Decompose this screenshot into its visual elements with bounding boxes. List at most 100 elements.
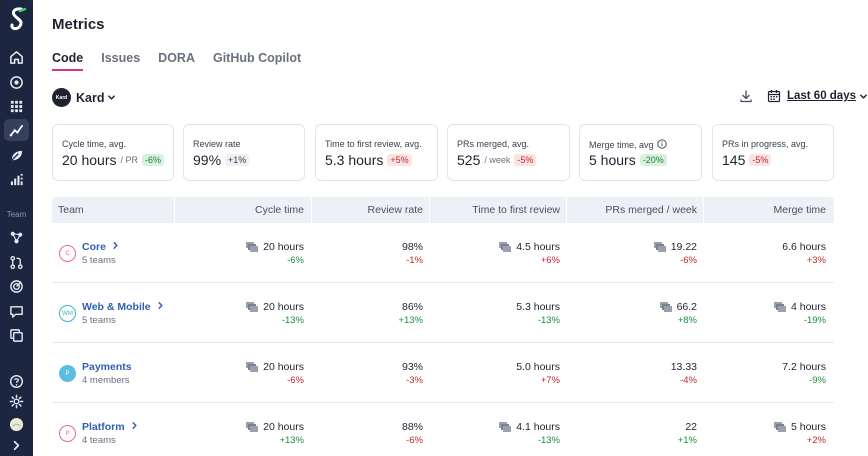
merge-delta: -19% (803, 315, 826, 326)
tab-bar: Code Issues DORA GitHub Copilot (52, 51, 319, 71)
column-header-time-to-first-review[interactable]: Time to first review (472, 204, 560, 216)
cycle-delta: -13% (281, 315, 304, 326)
chevron-right-icon[interactable] (130, 421, 139, 430)
chevron-down-icon[interactable] (859, 92, 868, 101)
first-value: 4.5 hours (516, 241, 560, 253)
merged-value: 13.33 (670, 361, 697, 373)
cycle-value: 20 hours (263, 361, 304, 373)
column-header-merge-time[interactable]: Merge time (773, 204, 826, 216)
metric-label: Cycle time, avg. (62, 139, 127, 149)
help-icon[interactable] (8, 373, 25, 390)
team-subtitle: 4 teams (82, 435, 116, 446)
team-name-link[interactable]: Web & Mobile (82, 301, 151, 313)
merge-delta: -9% (809, 375, 826, 386)
grid-icon[interactable] (8, 98, 25, 115)
team-avatar: WM (59, 305, 76, 322)
cycle-value: 20 hours (263, 241, 304, 253)
metric-label: PRs merged, avg. (457, 139, 530, 149)
metric-unit: / week (484, 155, 511, 165)
download-icon[interactable] (739, 89, 753, 103)
info-icon[interactable] (656, 139, 667, 149)
review-value: 93% (401, 361, 423, 373)
bar-chart-icon[interactable] (8, 171, 25, 188)
pull-requests-icon[interactable] (246, 302, 259, 312)
tab-dora[interactable]: DORA (158, 51, 195, 65)
metric-card[interactable]: Time to first review, avg. 5.3 hours +5% (315, 124, 438, 181)
metric-card[interactable]: Merge time, avg 5 hours -20% (579, 124, 702, 181)
metric-label: Review rate (193, 139, 241, 149)
team-name-link[interactable]: Payments (82, 361, 132, 373)
metric-card[interactable]: PRs merged, avg. 525 / week -5% (447, 124, 570, 181)
merged-value: 19.22 (670, 241, 697, 253)
leaf-icon[interactable] (8, 147, 25, 164)
chevron-right-icon[interactable] (156, 301, 165, 310)
metric-delta: -6% (142, 154, 165, 166)
target-icon[interactable] (8, 74, 25, 91)
pull-requests-icon[interactable] (773, 302, 786, 312)
chart-line-icon[interactable] (8, 122, 25, 139)
page-title: Metrics (52, 16, 105, 33)
toolbar-right: Last 60 days (739, 89, 868, 103)
tab-github-copilot[interactable]: GitHub Copilot (212, 51, 302, 65)
first-delta: +6% (540, 255, 560, 266)
metric-card[interactable]: PRs in progress, avg. 145 -5% (712, 124, 834, 181)
team-name-link[interactable]: Platform (82, 421, 125, 433)
pull-requests-icon[interactable] (499, 242, 512, 252)
column-header-cycle-time[interactable]: Cycle time (254, 204, 304, 216)
review-value: 88% (401, 421, 423, 433)
metric-delta: +5% (387, 154, 412, 166)
org-selector[interactable]: Kard Kard (52, 88, 116, 107)
table-row[interactable]: P Platform 4 teams 20 hours +13% 88% -6% 4.1 ho… (52, 403, 834, 456)
chevron-right-icon[interactable] (111, 241, 120, 250)
review-value: 98% (401, 241, 423, 253)
metric-value: 5 hours (589, 152, 636, 168)
merge-value: 5 hours (790, 421, 826, 433)
first-value: 5.3 hours (516, 301, 560, 313)
column-header-review-rate[interactable]: Review rate (367, 204, 423, 216)
pull-requests-icon[interactable] (499, 422, 512, 432)
pull-requests-icon[interactable] (246, 242, 259, 252)
merge-value: 4 hours (790, 301, 826, 313)
metric-card[interactable]: Cycle time, avg. 20 hours / PR -6% (52, 124, 174, 181)
column-header-team[interactable]: Team (58, 204, 84, 216)
avatar-icon[interactable] (8, 416, 25, 433)
review-delta: -3% (406, 375, 423, 386)
git-pull-request-icon[interactable] (8, 254, 25, 271)
tab-code[interactable]: Code (52, 51, 84, 71)
pull-requests-icon[interactable] (246, 422, 259, 432)
column-header-prs-merged[interactable]: PRs merged / week (605, 204, 697, 216)
cycle-delta: -6% (287, 375, 304, 386)
teams-table: Team Cycle time Review rate Time to firs… (52, 197, 834, 456)
home-icon[interactable] (8, 49, 25, 66)
table-row[interactable]: P Payments 4 members 20 hours -6% 93% -3% 5.0 h… (52, 343, 834, 403)
radar-icon[interactable] (8, 278, 25, 295)
tab-issues[interactable]: Issues (101, 51, 141, 65)
chevron-right-icon[interactable] (8, 437, 25, 454)
pull-requests-icon[interactable] (246, 362, 259, 372)
pull-requests-icon[interactable] (773, 422, 786, 432)
metric-card[interactable]: Review rate 99% +1% (183, 124, 305, 181)
cycle-value: 20 hours (263, 421, 304, 433)
cycle-delta: -6% (287, 255, 304, 266)
metric-value: 5.3 hours (325, 152, 384, 168)
team-subtitle: 4 members (82, 375, 130, 386)
chat-icon[interactable] (8, 303, 25, 320)
merge-delta: +2% (806, 435, 826, 446)
app-logo-icon[interactable] (6, 6, 28, 32)
metric-delta: -20% (639, 154, 667, 166)
copy-icon[interactable] (8, 327, 25, 344)
team-subtitle: 5 teams (82, 315, 116, 326)
table-header: Team Cycle time Review rate Time to firs… (52, 197, 834, 223)
network-icon[interactable] (8, 229, 25, 246)
first-delta: -13% (537, 435, 560, 446)
pull-requests-icon[interactable] (653, 242, 666, 252)
date-range-selector[interactable]: Last 60 days (786, 90, 856, 102)
table-row[interactable]: WM Web & Mobile 5 teams 20 hours -13% 86% +13%… (52, 283, 834, 343)
table-row[interactable]: C Core 5 teams 20 hours -6% 98% -1% 4.5 hours +6… (52, 223, 834, 283)
sidebar-section-label: Team (6, 210, 27, 219)
team-name-link[interactable]: Core (82, 241, 106, 253)
settings-icon[interactable] (8, 393, 25, 410)
metric-unit: / PR (120, 155, 138, 165)
pull-requests-icon[interactable] (659, 302, 672, 312)
review-delta: -1% (406, 255, 423, 266)
